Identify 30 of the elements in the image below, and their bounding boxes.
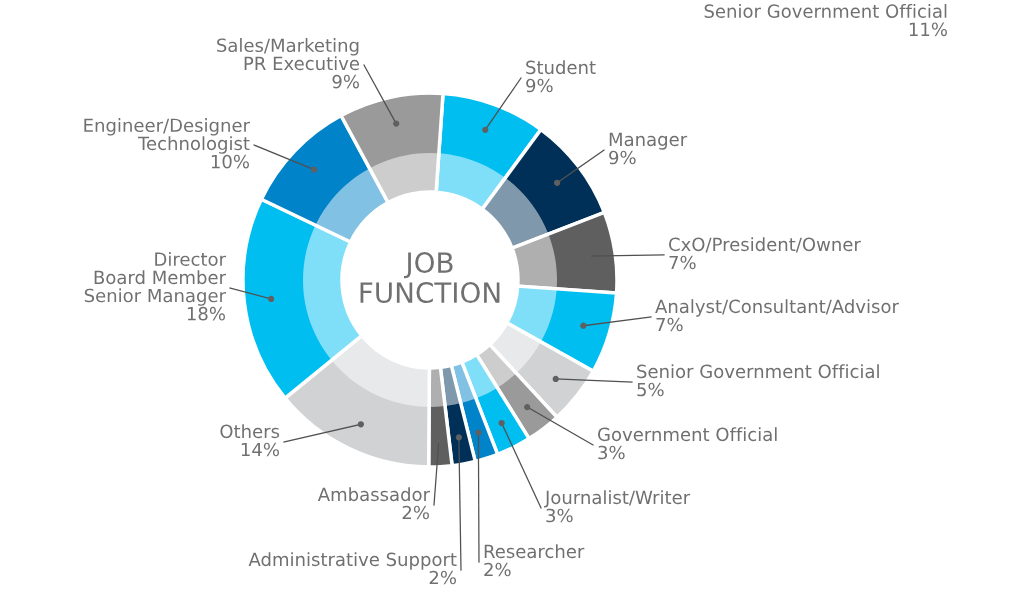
slice-label: Student xyxy=(526,60,596,75)
data-label: 9% xyxy=(609,150,636,165)
data-label: 7% xyxy=(669,255,696,270)
data-label: 7% xyxy=(656,317,683,332)
data-label: 2% xyxy=(429,570,456,585)
slice-label: CxO/President/Owner xyxy=(669,237,861,253)
slice-label: Journalist/Writer xyxy=(544,490,691,508)
data-label: 3% xyxy=(598,445,625,460)
data-label: 2% xyxy=(402,505,429,520)
data-label: 5% xyxy=(637,382,664,397)
text: JOB FUNCTION xyxy=(360,252,500,304)
slice-label: Researcher xyxy=(484,544,585,559)
slice-label: Director Board Member Senior Manager xyxy=(84,252,226,306)
data-label: 14% xyxy=(241,442,279,457)
data-label: 2% xyxy=(484,562,511,577)
slice-label: Government Official xyxy=(598,427,777,442)
slice-label: Administrative Support xyxy=(248,552,457,570)
slice-label: Sales/Marketing PR Executive xyxy=(217,38,360,71)
slice-label: Manager xyxy=(609,132,688,150)
data-label: 18% xyxy=(187,306,225,321)
data-label: 9% xyxy=(332,74,359,89)
slice-label: Others xyxy=(220,424,280,439)
data-label: 3% xyxy=(546,508,573,523)
slice-label: Ambassador xyxy=(317,487,430,502)
slice-label: Analyst/Consultant/Advisor xyxy=(655,299,899,317)
text: Senior Government Official 11% xyxy=(704,4,947,37)
data-label: 10% xyxy=(211,154,249,169)
slice-label: Senior Government Official xyxy=(637,364,879,379)
slice-label: Engineer/Designer Technologist xyxy=(84,118,250,154)
data-label: 9% xyxy=(526,78,553,93)
